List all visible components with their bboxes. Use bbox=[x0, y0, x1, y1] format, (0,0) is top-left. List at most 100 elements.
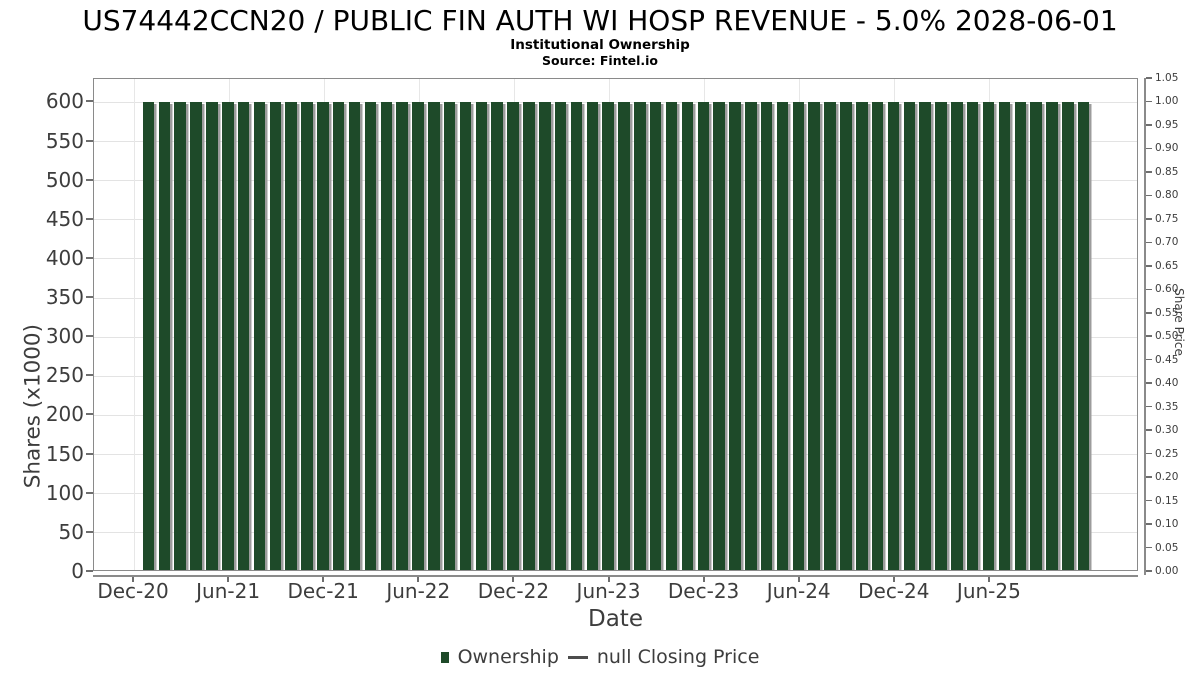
gridline-h bbox=[94, 454, 1137, 456]
y-right-tick-mark bbox=[1145, 452, 1152, 455]
ownership-bar bbox=[760, 102, 773, 570]
y-left-tick-mark bbox=[86, 335, 93, 338]
x-axis-spine bbox=[93, 575, 1138, 577]
y-left-tick-label: 250 bbox=[45, 363, 84, 388]
ownership-bar bbox=[348, 102, 361, 570]
plot-area bbox=[93, 78, 1138, 571]
legend: Ownership null Closing Price bbox=[0, 644, 1200, 670]
x-tick-mark bbox=[512, 575, 515, 582]
ownership-legend-swatch-icon bbox=[440, 651, 449, 663]
x-tick-label: Dec-22 bbox=[477, 579, 550, 603]
ownership-bar bbox=[824, 102, 836, 570]
y-right-tick-label: 0.55 bbox=[1155, 306, 1179, 319]
y-left-tick-label: 0 bbox=[71, 559, 84, 583]
gridline-h bbox=[94, 375, 1137, 377]
ownership-bar bbox=[1014, 102, 1026, 570]
y-left-tick-mark bbox=[86, 413, 93, 416]
gridline-h bbox=[94, 180, 1137, 182]
ownership-bar bbox=[745, 102, 757, 570]
gridline-h bbox=[94, 219, 1137, 221]
x-tick-label: Jun-25 bbox=[956, 579, 1021, 603]
ownership-bar bbox=[887, 102, 900, 570]
ownership-bar bbox=[206, 102, 218, 570]
gridline-h bbox=[94, 336, 1137, 338]
x-tick-mark bbox=[702, 575, 705, 582]
y-right-tick-mark bbox=[1145, 171, 1152, 173]
y-right-tick-label: 0.65 bbox=[1155, 259, 1179, 272]
y-right-tick-mark bbox=[1145, 312, 1152, 314]
y-left-tick-label: 550 bbox=[45, 128, 84, 153]
ownership-legend-label: Ownership bbox=[457, 646, 559, 668]
y-right-tick-label: 1.00 bbox=[1155, 95, 1179, 108]
ownership-bar bbox=[507, 102, 519, 570]
y-right-tick-mark bbox=[1145, 288, 1152, 291]
y-left-tick-label: 600 bbox=[45, 89, 84, 114]
gridline-h bbox=[94, 141, 1137, 143]
ownership-bar bbox=[523, 102, 535, 570]
y-left-tick-mark bbox=[86, 491, 93, 494]
ownership-bar bbox=[428, 102, 440, 570]
gridline-h bbox=[94, 101, 1137, 103]
y-right-tick-label: 0.90 bbox=[1155, 142, 1179, 155]
y-right-tick-label: 0.05 bbox=[1155, 541, 1179, 554]
chart-subtitle: Institutional Ownership bbox=[510, 37, 690, 53]
ownership-bar bbox=[174, 102, 186, 570]
ownership-bar bbox=[1030, 102, 1042, 570]
y-right-tick-mark bbox=[1145, 523, 1152, 525]
ownership-bar bbox=[1062, 102, 1074, 570]
x-tick-label: Dec-21 bbox=[287, 579, 359, 603]
y-right-tick-label: 0.95 bbox=[1155, 118, 1179, 131]
gridline-h bbox=[94, 493, 1137, 495]
y-right-tick-label: 0.25 bbox=[1155, 447, 1179, 460]
y-right-tick-mark bbox=[1145, 429, 1152, 431]
ownership-bar bbox=[951, 102, 963, 570]
ownership-bar bbox=[935, 102, 947, 570]
ownership-bar bbox=[966, 102, 979, 570]
ownership-bar bbox=[570, 102, 583, 570]
y-right-tick-label: 0.00 bbox=[1155, 565, 1179, 577]
y-left-tick-mark bbox=[86, 178, 93, 181]
y-right-tick-mark bbox=[1145, 241, 1152, 244]
x-tick-mark bbox=[322, 575, 325, 582]
ownership-bar bbox=[1046, 102, 1058, 570]
y-right-tick-label: 0.30 bbox=[1155, 424, 1179, 437]
y-right-tick-label: 0.20 bbox=[1155, 471, 1179, 484]
ownership-bar bbox=[808, 102, 820, 570]
y-right-tick-mark bbox=[1145, 194, 1152, 197]
ownership-bar bbox=[903, 102, 916, 570]
y-left-tick-label: 50 bbox=[58, 519, 84, 544]
ownership-bar bbox=[332, 102, 345, 570]
ownership-bar bbox=[919, 102, 931, 570]
gridline-h bbox=[94, 258, 1137, 260]
chart-source: Source: Fintel.io bbox=[542, 53, 658, 68]
x-tick-mark bbox=[227, 575, 230, 582]
x-tick-mark bbox=[987, 575, 990, 582]
y-right-tick-mark bbox=[1145, 570, 1152, 572]
y-left-tick-label: 450 bbox=[45, 206, 84, 231]
y-right-tick-label: 0.50 bbox=[1155, 330, 1179, 343]
y-right-tick-label: 0.60 bbox=[1155, 283, 1179, 296]
y-left-tick-mark bbox=[86, 374, 93, 377]
ownership-bar bbox=[539, 102, 551, 570]
y-left-tick-label: 150 bbox=[45, 441, 84, 466]
y-right-tick-mark bbox=[1145, 476, 1152, 478]
y-left-tick-label: 100 bbox=[45, 480, 84, 505]
ownership-bar bbox=[158, 102, 171, 570]
y-right-tick-mark bbox=[1145, 335, 1152, 337]
gridline-h bbox=[94, 297, 1137, 299]
x-tick-label: Jun-24 bbox=[766, 579, 831, 603]
y-left-tick-mark bbox=[86, 296, 93, 299]
y-right-spine bbox=[1144, 78, 1146, 575]
ownership-bar bbox=[776, 102, 789, 570]
y-left-tick-mark bbox=[86, 139, 93, 142]
y-right-tick-label: 0.40 bbox=[1155, 377, 1179, 390]
ownership-bar bbox=[285, 102, 297, 570]
ownership-bar bbox=[982, 102, 995, 570]
ownership-bar bbox=[1077, 102, 1090, 570]
ownership-bar bbox=[396, 102, 408, 570]
y-left-tick-label: 500 bbox=[45, 167, 84, 192]
y-left-tick-mark bbox=[86, 452, 93, 455]
x-tick-label: Jun-22 bbox=[386, 579, 451, 603]
ownership-bar bbox=[586, 102, 599, 570]
y-right-tick-label: 0.15 bbox=[1155, 494, 1179, 507]
